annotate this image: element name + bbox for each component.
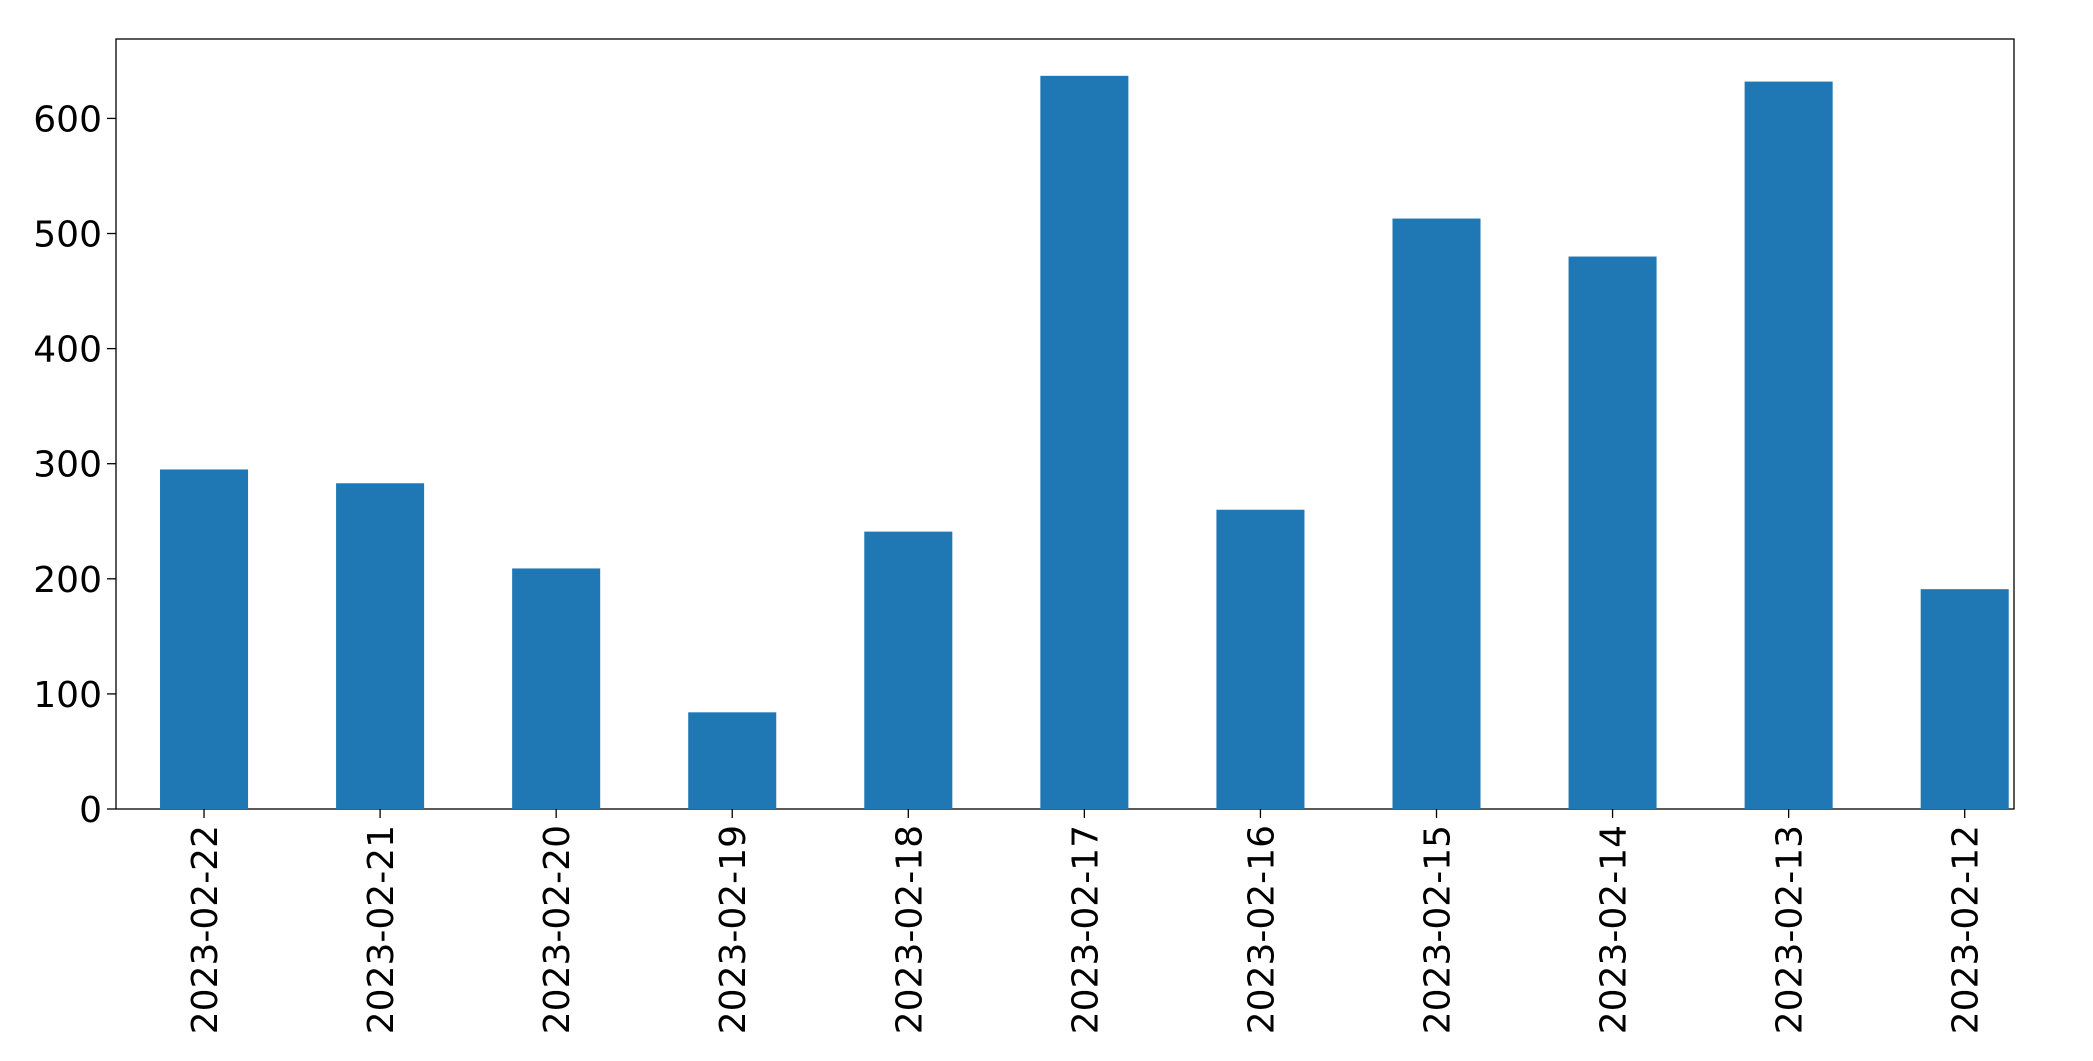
- x-tick-label: 2023-02-16: [1241, 825, 1282, 1034]
- x-tick-label: 2023-02-22: [185, 825, 226, 1034]
- bar: [688, 712, 777, 809]
- bar: [336, 483, 425, 809]
- y-tick-label: 600: [33, 99, 102, 140]
- bar: [1744, 81, 1833, 810]
- bar: [160, 469, 249, 809]
- y-tick-label: 300: [33, 445, 102, 486]
- y-tick-label: 0: [79, 790, 102, 831]
- x-tick-label: 2023-02-14: [1594, 825, 1635, 1034]
- bar: [1920, 589, 2009, 809]
- bar: [1040, 75, 1129, 809]
- x-tick-label: 2023-02-12: [1946, 825, 1987, 1034]
- x-tick-label: 2023-02-21: [361, 825, 402, 1034]
- x-tick-label: 2023-02-17: [1065, 825, 1106, 1034]
- bar: [512, 568, 601, 809]
- bar: [1216, 509, 1305, 809]
- x-tick-label: 2023-02-15: [1418, 825, 1459, 1034]
- bar: [864, 531, 953, 809]
- x-tick-label: 2023-02-20: [537, 825, 578, 1034]
- x-tick-label: 2023-02-18: [889, 825, 930, 1034]
- x-tick-label: 2023-02-13: [1770, 825, 1811, 1034]
- y-tick-label: 100: [33, 675, 102, 716]
- bar: [1392, 218, 1481, 809]
- bar: [1568, 256, 1657, 809]
- x-tick-label: 2023-02-19: [713, 825, 754, 1034]
- y-tick-label: 500: [33, 215, 102, 256]
- y-tick-label: 200: [33, 560, 102, 601]
- y-tick-label: 400: [33, 330, 102, 371]
